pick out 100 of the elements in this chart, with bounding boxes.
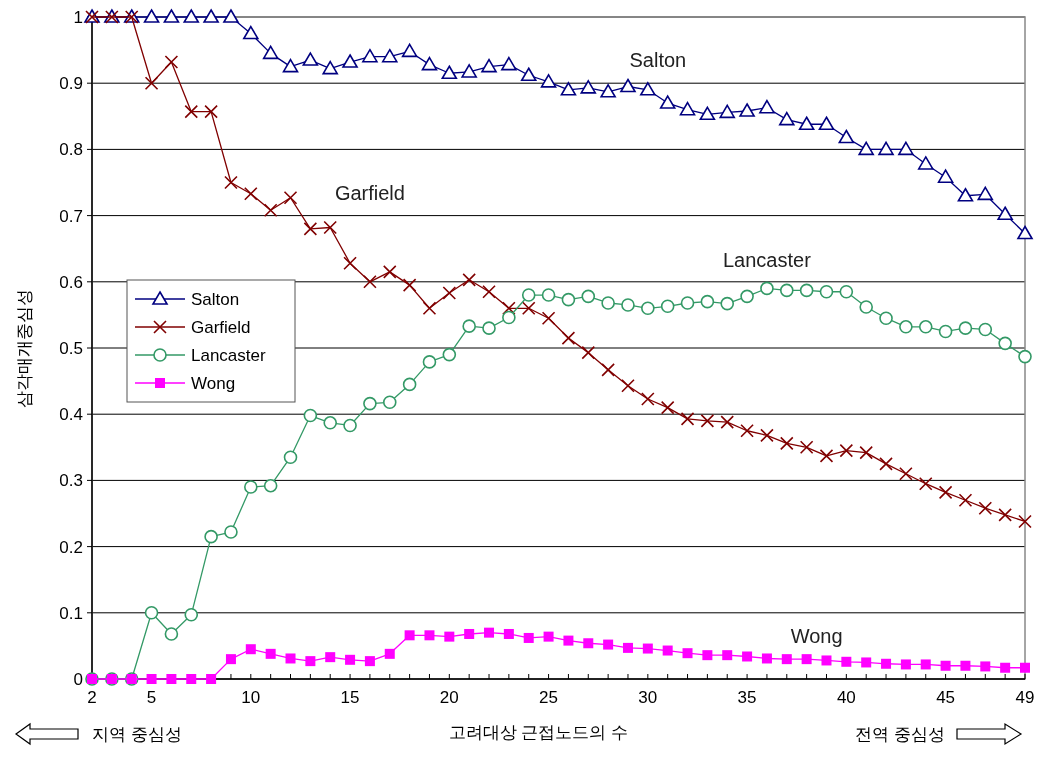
point	[1020, 662, 1030, 673]
point	[144, 606, 159, 620]
point	[761, 653, 772, 664]
point	[303, 408, 318, 423]
point	[957, 187, 974, 202]
point	[859, 445, 873, 460]
point	[917, 156, 934, 170]
point	[345, 654, 356, 665]
point	[779, 436, 794, 451]
point	[660, 400, 675, 415]
point	[363, 396, 377, 411]
y-tick-label: 0.5	[59, 338, 83, 358]
x-tick-label: 2	[87, 688, 97, 707]
point	[778, 111, 795, 126]
point	[283, 190, 298, 205]
x-tick-label: 45	[936, 688, 956, 707]
point	[204, 104, 218, 119]
point	[720, 415, 735, 429]
point	[184, 607, 199, 622]
point	[580, 80, 597, 94]
point	[900, 659, 911, 670]
point	[861, 657, 872, 668]
point	[742, 651, 753, 662]
point	[622, 642, 633, 653]
text: Salton	[629, 48, 687, 71]
point	[641, 301, 655, 316]
point	[282, 58, 299, 73]
point	[680, 412, 695, 426]
point	[779, 283, 794, 298]
point	[184, 104, 199, 119]
point	[245, 644, 256, 655]
point	[523, 632, 534, 643]
point	[204, 529, 218, 544]
point	[382, 395, 397, 410]
point	[760, 281, 774, 296]
point	[343, 418, 357, 433]
point	[464, 628, 475, 639]
point	[540, 74, 557, 88]
point	[561, 331, 576, 345]
point	[918, 476, 933, 491]
legend-label: Salton	[191, 289, 240, 309]
y-tick-label: 0.7	[59, 206, 83, 226]
legend-label: Wong	[191, 373, 236, 393]
x-tick-label: 40	[836, 688, 856, 707]
y-tick-label: 1	[73, 7, 83, 27]
point	[781, 654, 792, 665]
point	[799, 283, 814, 298]
point	[501, 56, 517, 71]
point	[601, 296, 615, 310]
point	[878, 141, 894, 156]
point	[620, 78, 636, 93]
point	[302, 52, 319, 66]
point	[543, 631, 554, 642]
point	[561, 292, 576, 307]
point	[323, 220, 338, 235]
point	[441, 65, 458, 80]
point	[938, 485, 953, 500]
point	[739, 103, 755, 117]
point	[898, 141, 914, 156]
point	[722, 650, 733, 661]
point	[682, 648, 693, 659]
point	[581, 289, 596, 304]
point	[839, 443, 854, 458]
point	[940, 660, 951, 671]
point	[265, 648, 276, 659]
point	[662, 645, 673, 656]
point	[642, 643, 653, 654]
point	[819, 284, 834, 299]
point	[980, 661, 991, 672]
point	[424, 630, 435, 641]
x-tick-label: 10	[241, 688, 261, 707]
point	[362, 48, 378, 63]
legend-label: Garfield	[191, 317, 251, 337]
point	[461, 64, 477, 78]
point	[364, 656, 375, 667]
point	[164, 55, 179, 69]
point	[759, 99, 775, 114]
y-tick-label: 0.6	[59, 272, 83, 292]
point	[700, 414, 715, 428]
x-axis-title: 고려대상 근접노드의 수	[448, 723, 629, 742]
point	[305, 656, 316, 667]
text: Wong	[790, 625, 843, 648]
point	[997, 206, 1013, 221]
y-tick-label: 0.1	[59, 603, 83, 623]
point	[384, 648, 395, 659]
point	[821, 655, 832, 666]
point	[601, 363, 615, 377]
point	[998, 508, 1012, 522]
point	[740, 289, 754, 304]
point	[1017, 225, 1033, 240]
y-tick-label: 0	[73, 669, 83, 689]
text: Garfield	[334, 181, 405, 204]
point	[183, 9, 200, 23]
point	[482, 284, 496, 299]
x-tick-label: 30	[638, 688, 658, 707]
point	[680, 296, 695, 310]
point	[442, 286, 457, 300]
point	[243, 25, 259, 40]
y-tick-label: 0.8	[59, 140, 83, 160]
x-tick-label: 15	[340, 688, 360, 707]
